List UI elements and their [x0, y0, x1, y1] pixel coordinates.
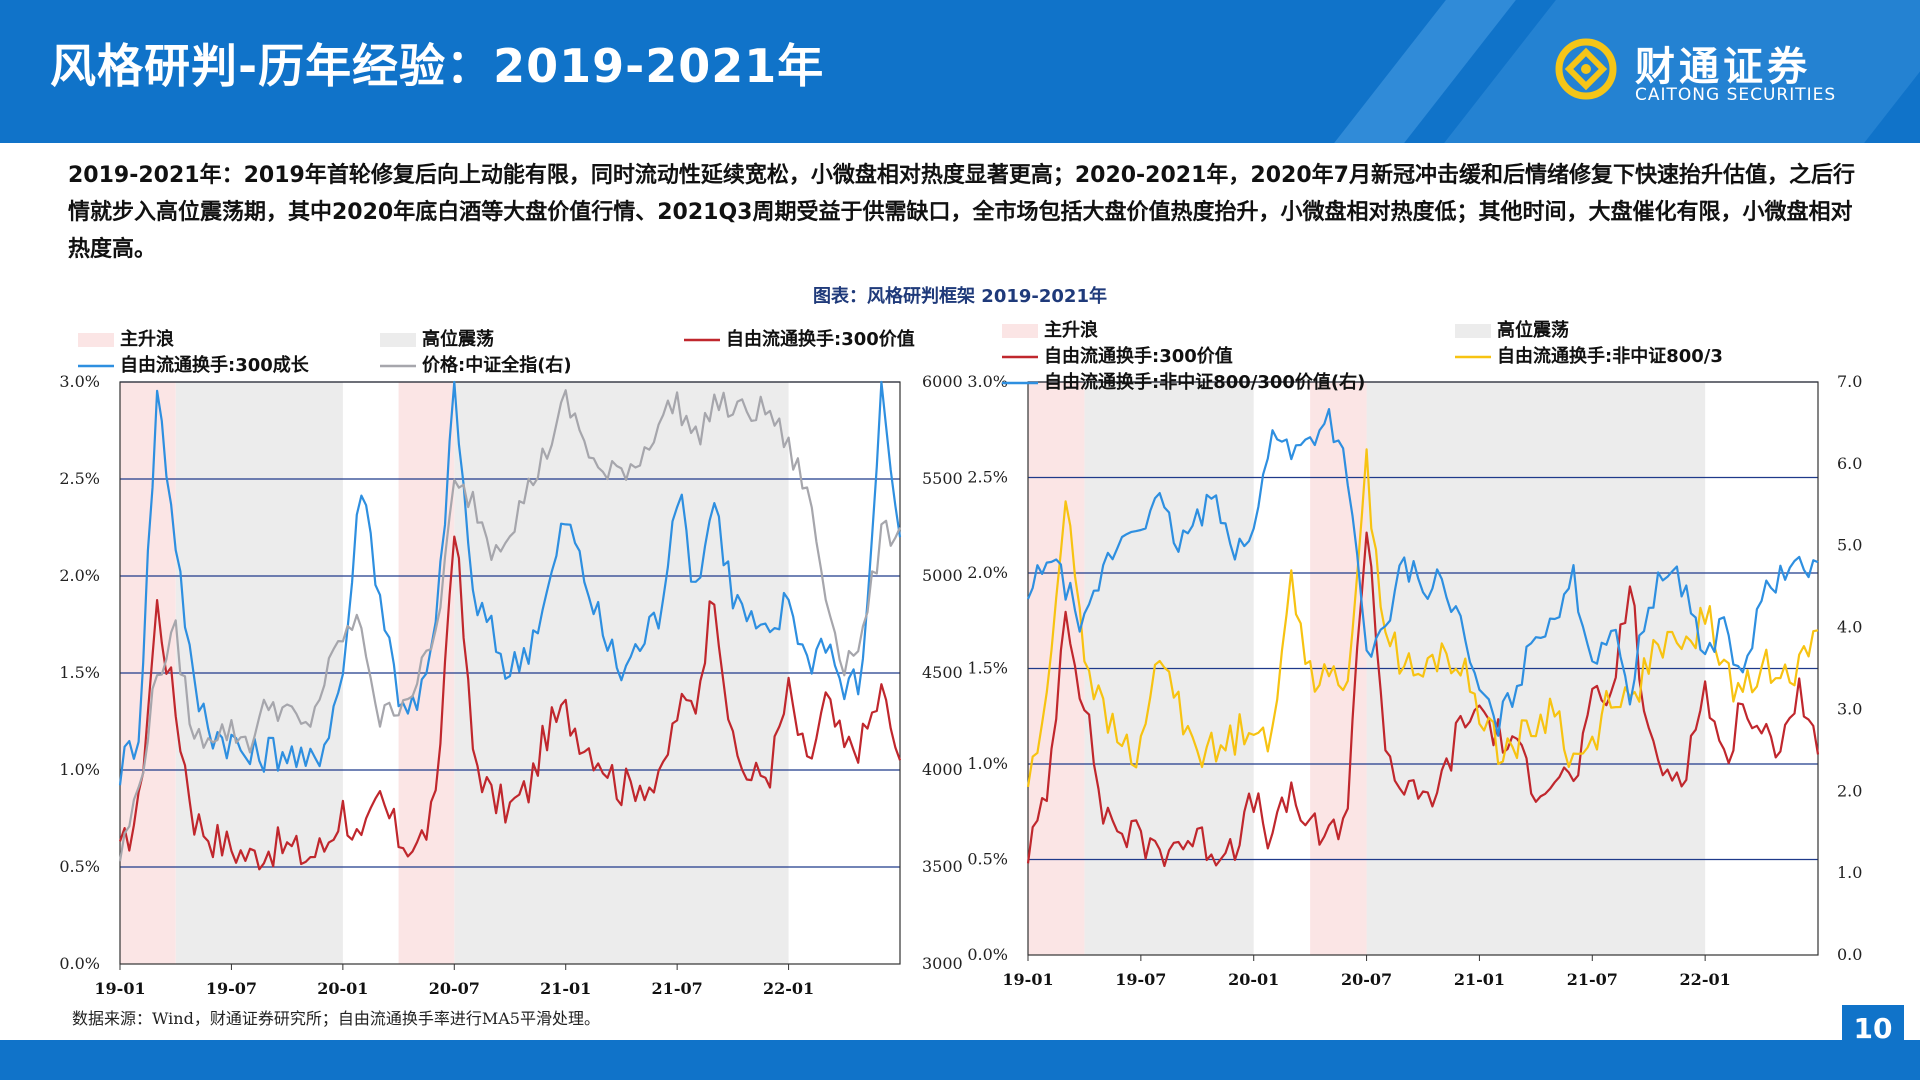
series-line-2	[1026, 407, 1819, 737]
footer-bar	[0, 1040, 1920, 1080]
legend-label-yellow: 自由流通换手:非中证800/3	[1497, 345, 1723, 367]
y-left-tick: 0.0%	[59, 954, 100, 973]
x-tick-label: 21-07	[652, 979, 703, 998]
y-right-tick: 6.0	[1837, 454, 1862, 473]
x-tick-label: 21-01	[540, 979, 591, 998]
legend-label-red: 自由流通换手:300价值	[1044, 345, 1233, 367]
x-tick-label: 19-01	[1002, 970, 1053, 989]
brand-logo: 财通证券 CAITONG SECURITIES	[1545, 28, 1895, 118]
y-left-tick: 0.5%	[59, 857, 100, 876]
y-left-tick: 0.5%	[967, 850, 1008, 869]
y-right-tick: 4.0	[1837, 618, 1862, 637]
legend-label-oscillation: 高位震荡	[422, 328, 494, 350]
header-bar: 风格研判-历年经验：2019-2021年 财通证券 CAITONG SECURI…	[0, 0, 1920, 143]
y-right-tick: 3.0	[1837, 699, 1862, 718]
legend-swatch-oscillation	[380, 333, 416, 347]
series-line-1	[1026, 448, 1819, 788]
legend-label-blue: 自由流通换手:非中证800/300价值(右)	[1044, 371, 1365, 393]
y-left-tick: 1.0%	[967, 754, 1008, 773]
y-right-tick: 4500	[922, 663, 963, 682]
brand-name-cn: 财通证券	[1635, 44, 1811, 90]
legend-swatch-surge	[1002, 324, 1038, 338]
plot-frame	[1027, 381, 1819, 956]
y-left-tick: 3.0%	[967, 372, 1008, 391]
legend-label-gray: 价格:中证全指(右)	[422, 354, 572, 376]
legend-swatch-surge	[78, 333, 114, 347]
x-tick-label: 20-07	[429, 979, 480, 998]
y-left-tick: 2.5%	[59, 469, 100, 488]
series-line-0	[1026, 531, 1820, 868]
y-right-tick: 5500	[922, 469, 963, 488]
y-left-tick: 2.0%	[59, 566, 100, 585]
summary-text: 2019-2021年：2019年首轮修复后向上动能有限，同时流动性延续宽松，小微…	[68, 163, 1855, 262]
x-tick-label: 22-01	[1680, 970, 1731, 989]
source-note: 数据来源：Wind，财通证券研究所；自由流通换手率进行MA5平滑处理。	[72, 1009, 600, 1028]
charts-canvas: 0.0% 0.5% 1.0% 1.5% 2.0% 2.5% 3.0% 3000 3500 4000…	[59, 319, 1862, 998]
series-line-0	[118, 535, 902, 871]
x-tick-label: 21-01	[1454, 970, 1505, 989]
y-left-tick: 2.5%	[967, 468, 1008, 487]
y-left-tick: 3.0%	[59, 372, 100, 391]
legend-label-blue: 自由流通换手:300成长	[120, 354, 310, 376]
x-tick-label: 19-07	[1115, 970, 1166, 989]
x-tick-label: 20-01	[317, 979, 368, 998]
y-left-tick: 1.5%	[59, 663, 100, 682]
legend-label-surge: 主升浪	[120, 328, 174, 350]
series-line-2	[118, 389, 902, 862]
y-right-tick: 5.0	[1837, 536, 1862, 555]
x-tick-label: 19-01	[94, 979, 145, 998]
y-right-tick: 3500	[922, 857, 963, 876]
x-tick-label: 20-07	[1341, 970, 1392, 989]
page-title: 风格研判-历年经验：2019-2021年	[50, 39, 825, 93]
x-tick-label: 20-01	[1228, 970, 1279, 989]
legend-swatch-oscillation	[1455, 324, 1491, 338]
y-right-tick: 5000	[922, 566, 963, 585]
figure-title: 图表：风格研判框架 2019-2021年	[813, 286, 1107, 307]
brand-name-en: CAITONG SECURITIES	[1635, 85, 1837, 105]
y-left-tick: 1.5%	[967, 659, 1008, 678]
plot-frame	[119, 381, 901, 965]
y-left-tick: 1.0%	[59, 760, 100, 779]
y-right-tick: 1.0	[1837, 863, 1862, 882]
brand-emblem-icon	[1555, 38, 1617, 100]
legend-label-surge: 主升浪	[1044, 319, 1098, 341]
y-left-tick: 2.0%	[967, 563, 1008, 582]
page-number: 10	[1842, 1005, 1904, 1053]
x-tick-label: 21-07	[1567, 970, 1618, 989]
y-right-tick: 7.0	[1837, 372, 1862, 391]
legend-label-oscillation: 高位震荡	[1497, 319, 1569, 341]
y-right-tick: 3000	[922, 954, 963, 973]
y-right-tick: 4000	[922, 760, 963, 779]
legend-label-red: 自由流通换手:300价值	[726, 328, 915, 350]
y-right-tick: 2.0	[1837, 781, 1862, 800]
chart-right: 0.0% 0.5% 1.0% 1.5% 2.0% 2.5% 3.0% 0.0 1.0 2.0 3.0…	[967, 319, 1862, 989]
x-tick-label: 22-01	[763, 979, 814, 998]
x-tick-label: 19-07	[206, 979, 257, 998]
y-right-tick: 6000	[922, 372, 963, 391]
y-right-tick: 0.0	[1837, 945, 1862, 964]
chart-left: 0.0% 0.5% 1.0% 1.5% 2.0% 2.5% 3.0% 3000 3500 4000…	[59, 328, 962, 998]
series-line-1	[118, 380, 902, 786]
y-left-tick: 0.0%	[967, 945, 1008, 964]
